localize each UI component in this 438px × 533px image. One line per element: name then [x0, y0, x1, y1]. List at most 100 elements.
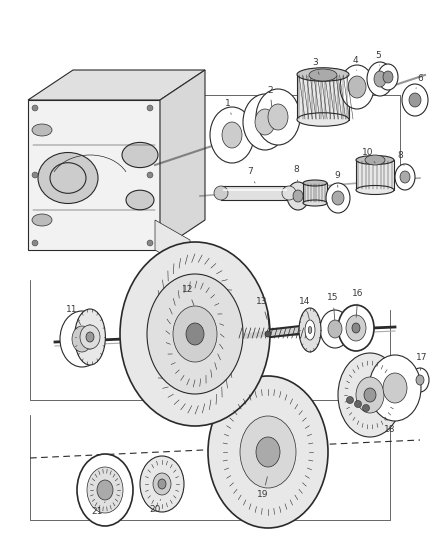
Text: 13: 13 — [256, 297, 267, 319]
Ellipse shape — [410, 368, 428, 392]
Ellipse shape — [267, 104, 287, 130]
Ellipse shape — [355, 185, 393, 195]
Ellipse shape — [292, 190, 302, 202]
Ellipse shape — [382, 71, 392, 83]
Ellipse shape — [297, 113, 348, 126]
Ellipse shape — [415, 375, 423, 385]
Ellipse shape — [345, 315, 365, 341]
Ellipse shape — [97, 480, 113, 500]
Ellipse shape — [87, 467, 123, 513]
Ellipse shape — [377, 64, 397, 90]
Circle shape — [32, 172, 38, 178]
Ellipse shape — [173, 306, 216, 362]
Ellipse shape — [126, 190, 154, 210]
Text: 8: 8 — [293, 166, 298, 181]
Polygon shape — [220, 186, 288, 200]
Ellipse shape — [355, 156, 393, 165]
Ellipse shape — [83, 325, 96, 349]
Ellipse shape — [308, 69, 336, 81]
Ellipse shape — [331, 191, 343, 205]
Ellipse shape — [243, 94, 286, 150]
Ellipse shape — [77, 454, 133, 526]
Ellipse shape — [254, 109, 274, 135]
Ellipse shape — [339, 65, 373, 109]
Ellipse shape — [32, 124, 52, 136]
Ellipse shape — [302, 180, 326, 186]
Ellipse shape — [50, 163, 86, 193]
Ellipse shape — [337, 353, 401, 437]
Ellipse shape — [255, 437, 279, 467]
Ellipse shape — [325, 183, 349, 213]
Circle shape — [147, 105, 153, 111]
Text: 7: 7 — [247, 167, 254, 183]
Ellipse shape — [366, 62, 392, 96]
Ellipse shape — [297, 68, 348, 81]
Text: 19: 19 — [257, 477, 268, 499]
Ellipse shape — [74, 309, 105, 365]
Ellipse shape — [363, 388, 375, 402]
Polygon shape — [297, 75, 348, 119]
Ellipse shape — [122, 142, 158, 167]
Circle shape — [354, 400, 360, 408]
Ellipse shape — [208, 376, 327, 528]
Text: 21: 21 — [91, 502, 105, 516]
Ellipse shape — [394, 164, 414, 190]
Ellipse shape — [222, 122, 241, 148]
Ellipse shape — [86, 332, 94, 342]
Ellipse shape — [286, 182, 308, 210]
Ellipse shape — [186, 323, 204, 345]
Ellipse shape — [60, 311, 104, 367]
Ellipse shape — [364, 155, 384, 165]
Polygon shape — [28, 70, 205, 100]
Ellipse shape — [88, 333, 92, 341]
Ellipse shape — [319, 310, 349, 348]
Ellipse shape — [355, 377, 383, 413]
Circle shape — [346, 397, 353, 403]
Ellipse shape — [307, 327, 311, 334]
Polygon shape — [155, 220, 190, 270]
Polygon shape — [28, 100, 159, 250]
Ellipse shape — [255, 89, 299, 145]
Text: 11: 11 — [66, 305, 81, 325]
Ellipse shape — [281, 186, 295, 200]
Polygon shape — [159, 70, 205, 250]
Ellipse shape — [304, 320, 314, 340]
Ellipse shape — [158, 479, 166, 489]
Ellipse shape — [337, 305, 373, 351]
Text: 18: 18 — [383, 417, 395, 434]
Text: 9: 9 — [333, 171, 339, 187]
Text: 17: 17 — [415, 353, 427, 370]
Ellipse shape — [373, 71, 385, 87]
Ellipse shape — [32, 214, 52, 226]
Polygon shape — [302, 183, 326, 203]
Text: 5: 5 — [374, 51, 380, 65]
Polygon shape — [355, 160, 393, 190]
Circle shape — [32, 240, 38, 246]
Circle shape — [265, 331, 270, 337]
Ellipse shape — [209, 107, 254, 163]
Ellipse shape — [327, 320, 341, 338]
Ellipse shape — [408, 93, 420, 107]
Text: 10: 10 — [361, 148, 374, 163]
Ellipse shape — [38, 152, 98, 204]
Text: 14: 14 — [299, 297, 310, 319]
Text: 16: 16 — [351, 289, 363, 317]
Ellipse shape — [153, 473, 171, 495]
Circle shape — [147, 240, 153, 246]
Text: 12: 12 — [182, 286, 194, 305]
Ellipse shape — [298, 308, 320, 352]
Text: 15: 15 — [326, 294, 338, 320]
Ellipse shape — [240, 416, 295, 488]
Ellipse shape — [399, 171, 409, 183]
Ellipse shape — [302, 200, 326, 206]
Ellipse shape — [80, 325, 100, 349]
Ellipse shape — [140, 456, 184, 512]
Ellipse shape — [401, 84, 427, 116]
Ellipse shape — [347, 76, 365, 98]
Ellipse shape — [368, 355, 420, 421]
Ellipse shape — [213, 186, 227, 200]
Text: 6: 6 — [415, 74, 422, 88]
Text: 8: 8 — [396, 150, 403, 165]
Text: 4: 4 — [351, 55, 357, 70]
Ellipse shape — [72, 326, 92, 352]
